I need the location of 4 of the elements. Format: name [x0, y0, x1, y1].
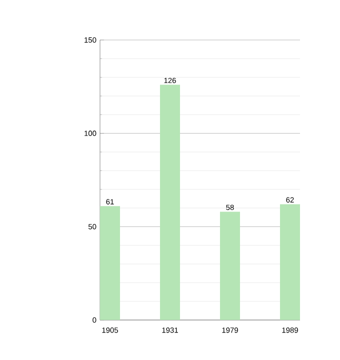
bar: [100, 206, 120, 320]
bar: [280, 204, 300, 320]
bar: [220, 212, 240, 320]
bar: [160, 84, 180, 320]
